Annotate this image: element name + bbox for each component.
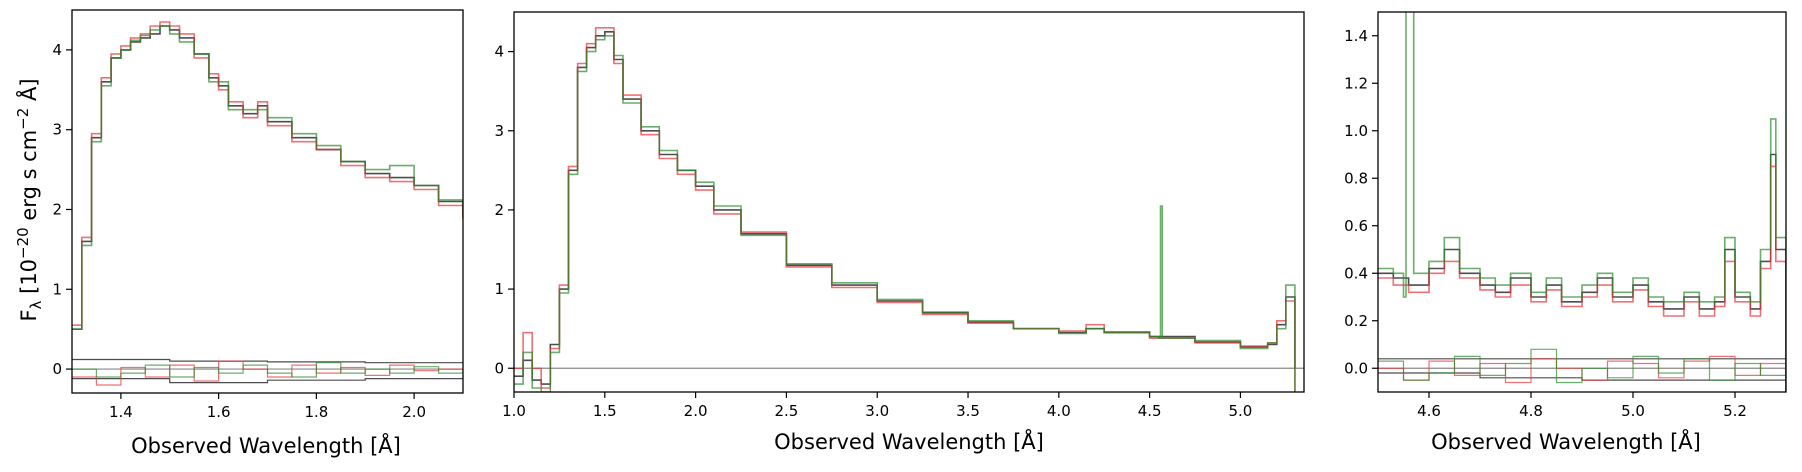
- x-tick-label: 5.0: [1621, 402, 1645, 420]
- x-tick-label: 1.8: [304, 403, 328, 421]
- y-tick-label: 0: [52, 360, 62, 378]
- series-error-black-upper: [72, 358, 463, 364]
- y-tick-label: 0.0: [1344, 359, 1368, 377]
- series-residual-green: [1378, 348, 1786, 384]
- x-tick-label: 4.0: [1047, 402, 1071, 420]
- y-axis-label-exp2: −2: [14, 108, 32, 130]
- y-tick-label: 4: [494, 43, 504, 61]
- y-tick-label: 0: [494, 359, 504, 377]
- x-tick-label: 5.0: [1229, 402, 1253, 420]
- series-residual-green: [72, 362, 463, 378]
- panel-left: Observed Wavelength [Å] 1.4 1.6 1.8 2.0 0 1 2 3…: [52, 9, 464, 458]
- x-tick-label: 1.0: [502, 402, 526, 420]
- y-tick-label: 2: [52, 200, 62, 218]
- series-flux-green: [72, 25, 463, 330]
- series-flux-black: [72, 25, 463, 330]
- panel-right: Observed Wavelength [Å] 4.6 4.8 5.0 5.2 0.0 0…: [1344, 11, 1787, 454]
- x-tick-label: 1.6: [207, 403, 231, 421]
- y-tick-label: 3: [52, 121, 62, 139]
- y-axis-label-unit2: erg s cm: [17, 130, 41, 227]
- y-axis-label-f: F: [17, 309, 41, 321]
- y-tick-label: 1: [494, 280, 504, 298]
- panel-middle: Observed Wavelength [Å] 1.0 1.5 2.0 2.5 3.0 3…: [494, 11, 1305, 454]
- y-axis-label-sub: λ: [27, 300, 45, 309]
- x-axis-label: Observed Wavelength [Å]: [1431, 428, 1701, 454]
- series-flux-black: [514, 31, 1296, 385]
- y-tick-label: 1.0: [1344, 122, 1368, 140]
- x-tick-label: 3.0: [865, 402, 889, 420]
- y-axis-label-exp1: −20: [14, 227, 32, 259]
- series-flux-green: [1378, 12, 1786, 392]
- plot-frame: [71, 9, 464, 394]
- x-tick-label: 4.8: [1519, 402, 1543, 420]
- x-tick-label: 4.6: [1417, 402, 1441, 420]
- x-tick-label: 2.5: [774, 402, 798, 420]
- x-axis-label: Observed Wavelength [Å]: [774, 428, 1044, 454]
- y-tick-label: 0.4: [1344, 264, 1368, 282]
- y-tick-label: 1.2: [1344, 74, 1368, 92]
- series-flux-red: [72, 21, 463, 326]
- y-tick-label: 0.8: [1344, 169, 1368, 187]
- y-axis-label: Fλ [10−20 erg s cm−2 Å]: [14, 78, 45, 321]
- x-tick-label: 1.5: [593, 402, 617, 420]
- x-tick-label: 3.5: [956, 402, 980, 420]
- plot-frame: [513, 11, 1305, 393]
- y-tick-label: 0.6: [1344, 217, 1368, 235]
- x-tick-label: 1.4: [109, 403, 133, 421]
- x-tick-label: 4.5: [1138, 402, 1162, 420]
- y-tick-label: 0.2: [1344, 312, 1368, 330]
- y-axis-label-angstrom: Å]: [15, 78, 41, 107]
- x-tick-label: 2.0: [402, 403, 426, 421]
- y-tick-label: 4: [52, 41, 62, 59]
- y-tick-label: 2: [494, 201, 504, 219]
- y-tick-label: 3: [494, 122, 504, 140]
- x-tick-label: 5.2: [1723, 402, 1747, 420]
- series-error-black-lower: [72, 377, 463, 384]
- series-flux-green: [514, 35, 1296, 392]
- plot-frame: [1377, 11, 1787, 393]
- y-tick-label: 1.4: [1344, 27, 1368, 45]
- y-tick-label: 1: [52, 280, 62, 298]
- y-axis-label-unit: [10: [17, 259, 41, 301]
- x-tick-label: 2.0: [684, 402, 708, 420]
- x-axis-label: Observed Wavelength [Å]: [131, 432, 401, 458]
